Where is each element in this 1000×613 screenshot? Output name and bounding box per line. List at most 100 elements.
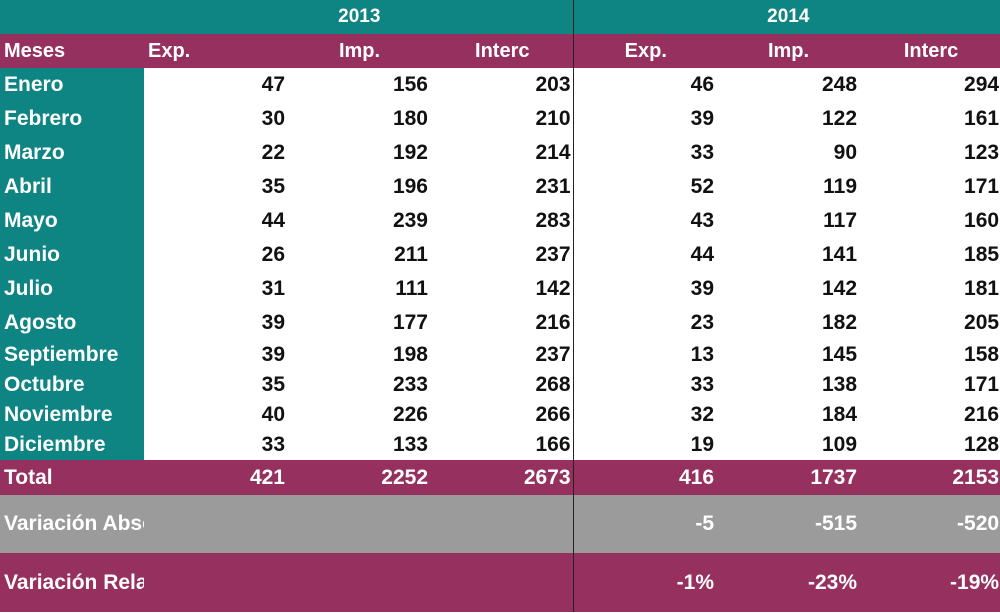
interc-2014-cell: 205 [964,311,1000,334]
exp-2013-cell: 33 [261,433,285,456]
total-imp-2013: 2252 [287,460,430,495]
variacion-absoluta-imp: -515 [716,495,860,553]
interc-2013-cell: 216 [535,311,571,334]
exp-2014-cell: 13 [572,340,717,370]
interc-2014-cell: 123 [964,141,1000,164]
imp-2013-cell: 111 [395,277,428,300]
imp-2014-cell: 248 [821,73,858,96]
variacion-relativa-exp: -1% [572,553,717,612]
interc-2013-cell: 142 [535,277,571,300]
interc-2014-cell: 160 [964,209,1000,232]
imp-2014-cell: 141 [821,243,858,266]
imp-2013-cell: 211 [394,243,428,266]
imp-2013-cell: 192 [392,141,428,164]
variacion-absoluta-empty-1 [144,495,287,553]
table-row: Diciembre 33 133 166 19 109 128 [0,430,1000,460]
total-interc-2014: 2153 [859,460,1000,495]
month-label: Mayo [0,204,144,238]
month-label: Agosto [0,306,144,340]
total-row: Total 421 2252 2673 416 1737 2153 [0,460,1000,495]
months-column-header: Meses [0,34,144,68]
exp-2014-cell: 39 [572,102,717,136]
exp-2014-cell: 52 [572,170,717,204]
exp-2014-cell: 43 [572,204,717,238]
variacion-relativa-label: Variación Relativa [0,553,144,612]
exp-2014-cell: 19 [572,430,717,460]
exp-2013-cell: 35 [261,175,285,198]
exp-2013-cell: 35 [261,373,285,396]
exp-2013-cell: 47 [261,73,285,96]
interc-2014-cell: 185 [964,243,1000,266]
month-label: Abril [0,170,144,204]
exp-2014-cell: 46 [572,68,717,102]
exp-2014-cell: 39 [572,272,717,306]
interc-2013-cell: 231 [535,175,571,198]
imp-2014-cell: 119 [823,175,858,198]
interc-2014-cell: 161 [964,107,1000,130]
interc-2014-header: Interc [859,34,1000,68]
imp-2014-cell: 138 [821,373,858,396]
total-imp-2014: 1737 [716,460,860,495]
month-label: Junio [0,238,144,272]
table-row: Junio 26 211 237 44 141 185 [0,238,1000,272]
interc-2013-cell: 166 [535,433,571,456]
variacion-absoluta-label: Variación Absoluta [0,495,144,553]
interc-2013-cell: 210 [535,107,571,130]
month-rows: Enero 47 156 203 46 248 294 Febrero 30 180 210 39 12… [0,68,1000,460]
imp-2014-cell: 122 [821,107,858,130]
interc-2013-cell: 268 [535,373,571,396]
year-2013-header: 2013 [144,0,574,34]
table-row: Febrero 30 180 210 39 122 161 [0,102,1000,136]
variacion-absoluta-interc: -520 [859,495,1000,553]
month-label: Noviembre [0,400,144,430]
total-interc-2013: 2673 [430,460,574,495]
variacion-relativa-empty-3 [430,553,574,612]
imp-2013-cell: 226 [392,403,428,426]
exp-2014-cell: 33 [572,370,717,400]
imp-2013-cell: 239 [392,209,428,232]
exp-2013-cell: 40 [261,403,285,426]
variacion-relativa-interc: -19% [859,553,1000,612]
exp-2013-cell: 30 [261,107,285,130]
interc-2013-cell: 203 [535,73,571,96]
month-label: Julio [0,272,144,306]
month-label: Octubre [0,370,144,400]
variacion-relativa-empty-2 [287,553,430,612]
month-label: Septiembre [0,340,144,370]
imp-2014-cell: 145 [821,343,858,366]
interc-2013-cell: 237 [535,343,571,366]
imp-2014-cell: 90 [833,141,858,164]
exp-2013-cell: 31 [261,277,285,300]
table-row: Enero 47 156 203 46 248 294 [0,68,1000,102]
imp-2014-cell: 142 [821,277,858,300]
interc-2014-cell: 158 [964,343,1000,366]
interc-2013-cell: 266 [535,403,571,426]
imp-2014-cell: 182 [821,311,858,334]
exp-2014-cell: 33 [572,136,717,170]
imp-2013-cell: 233 [392,373,428,396]
exp-2014-cell: 32 [572,400,717,430]
table-row: Marzo 22 192 214 33 90 123 [0,136,1000,170]
interc-2014-cell: 128 [964,433,1000,456]
exp-2013-cell: 22 [261,141,285,164]
interc-2014-cell: 294 [964,73,1000,96]
exp-2013-cell: 44 [261,209,285,232]
interc-2014-cell: 171 [964,175,1000,198]
imp-2014-cell: 117 [823,209,858,232]
exp-2014-header: Exp. [572,34,717,68]
total-exp-2014: 416 [572,460,717,495]
imp-2013-cell: 198 [392,343,428,366]
table-row: Abril 35 196 231 52 119 171 [0,170,1000,204]
exp-2014-cell: 23 [572,306,717,340]
interc-2014-cell: 171 [964,373,1000,396]
interc-2014-cell: 181 [964,277,1000,300]
column-header-row: Meses Exp. Imp. Interc Exp. Imp. Interc [0,34,1000,68]
interc-2013-cell: 237 [535,243,571,266]
imp-2014-cell: 109 [821,433,858,456]
exp-2013-cell: 39 [261,311,285,334]
variacion-absoluta-empty-2 [287,495,430,553]
interc-2013-header: Interc [430,34,574,68]
exp-2013-cell: 39 [261,343,285,366]
table-row: Julio 31 111 142 39 142 181 [0,272,1000,306]
